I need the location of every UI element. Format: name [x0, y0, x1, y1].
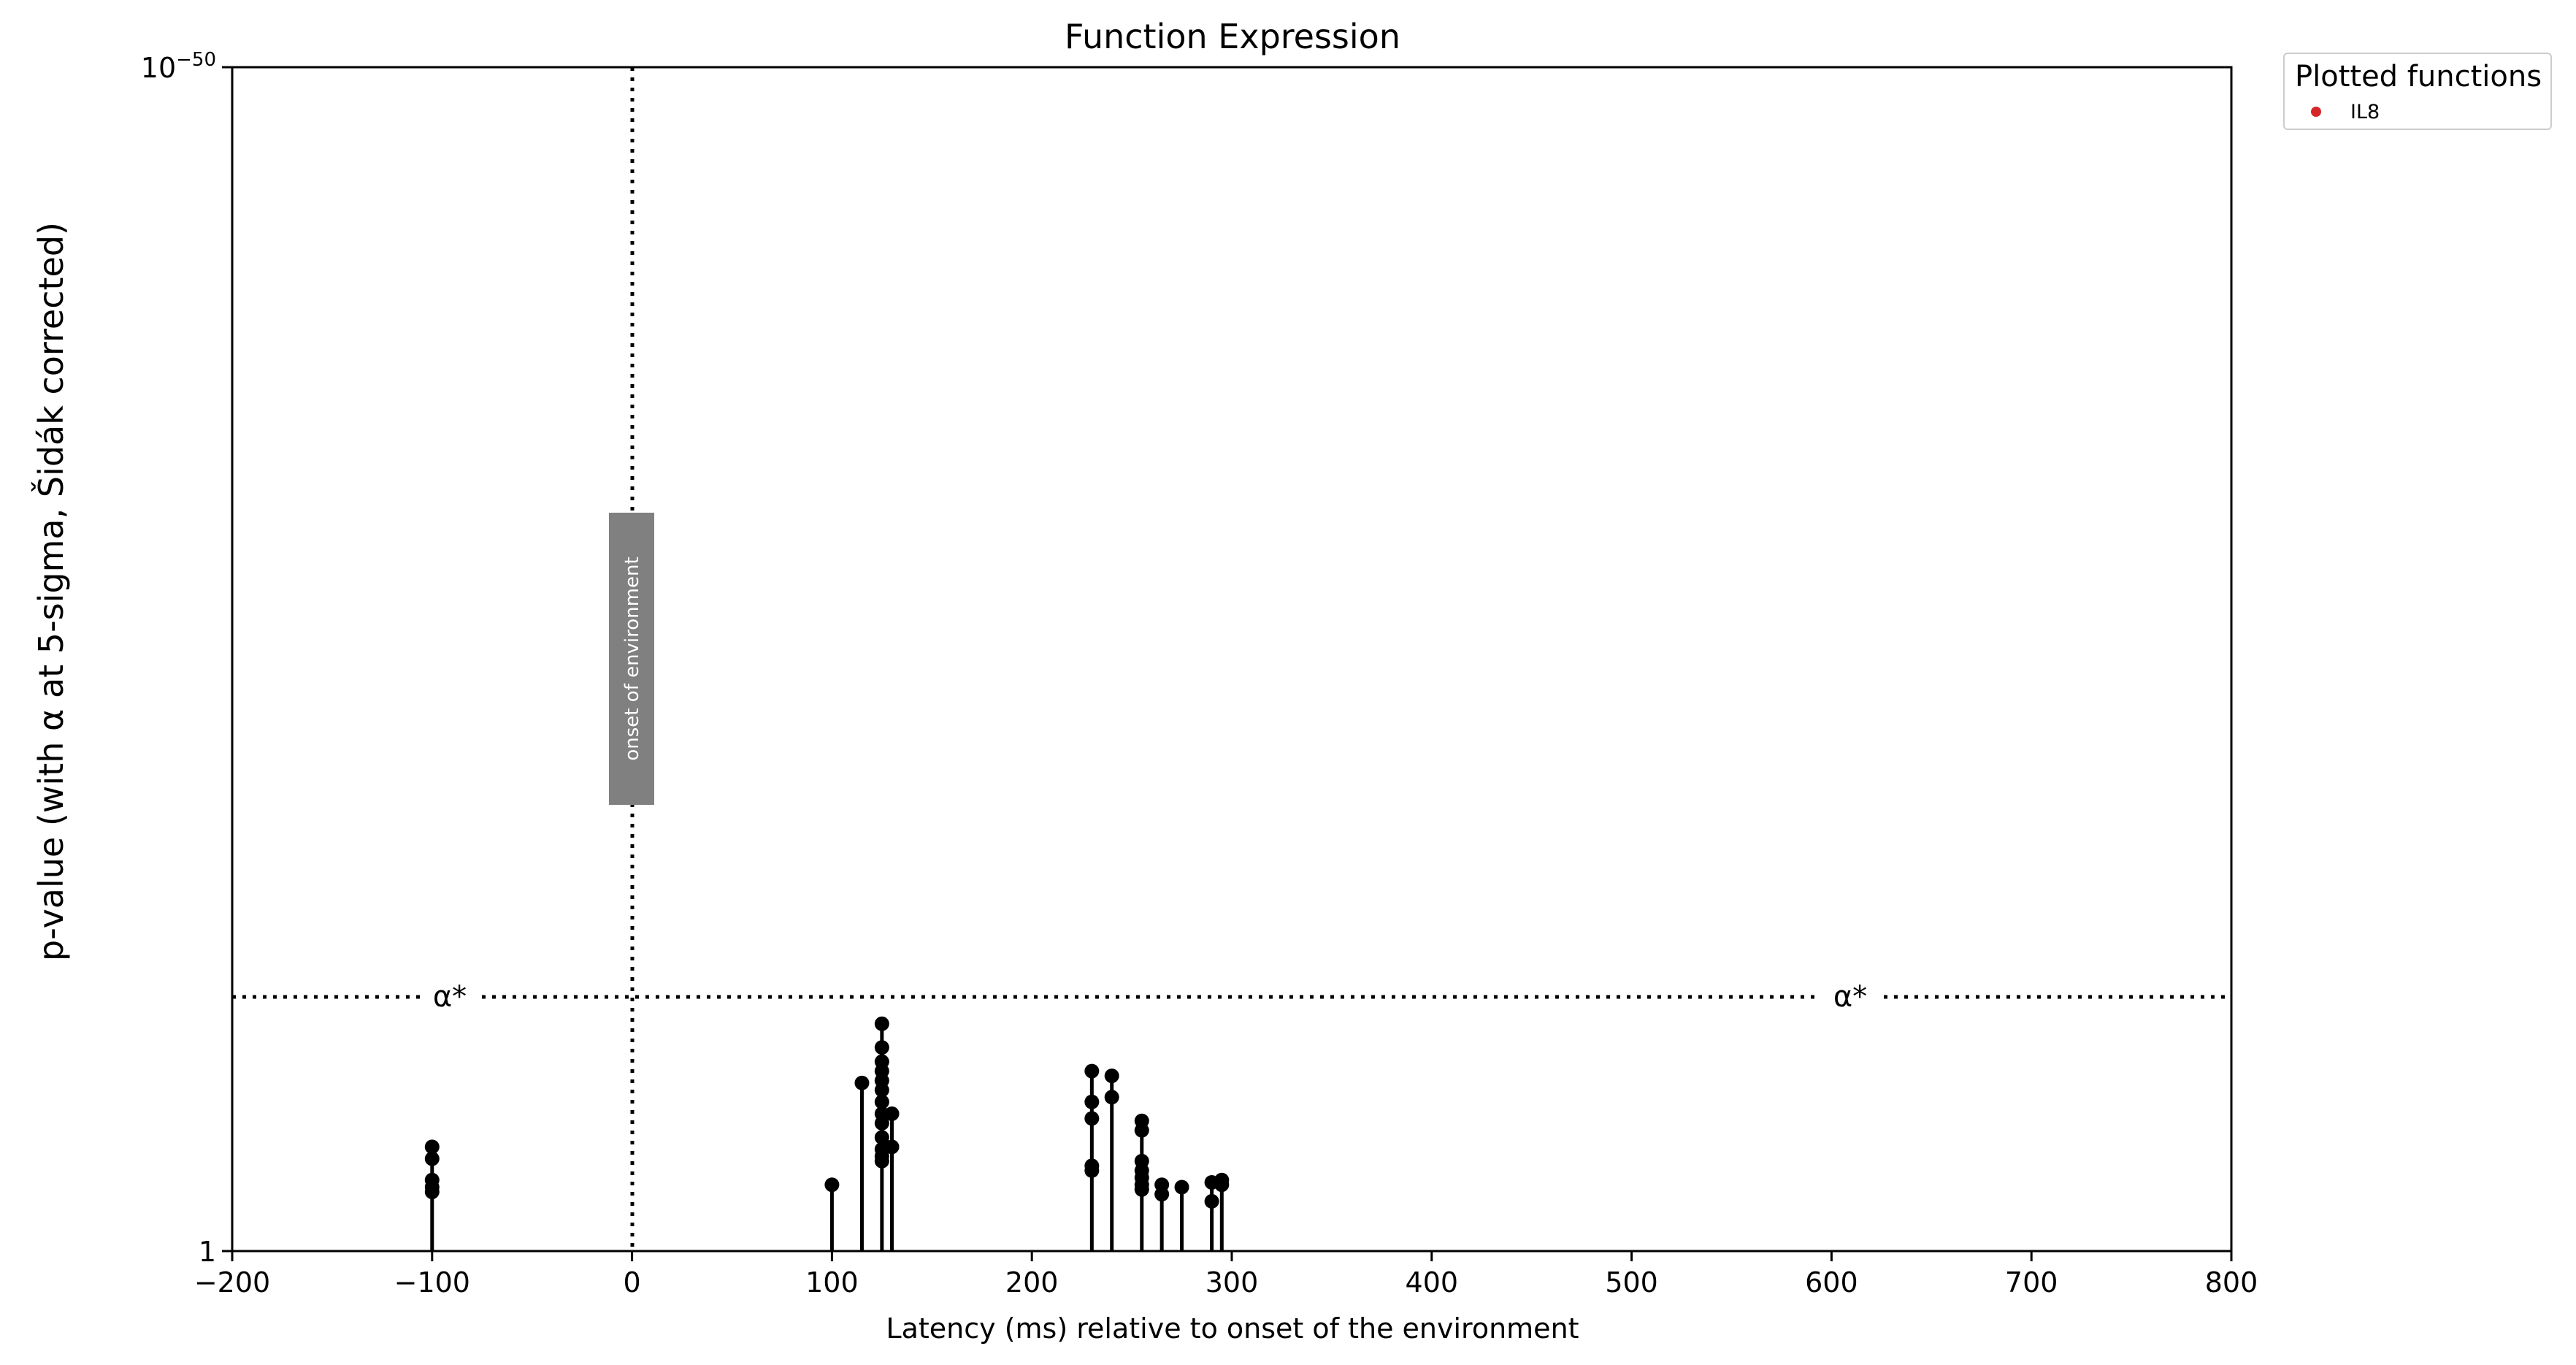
plot-frame: [231, 66, 2233, 1253]
data-point: [424, 1151, 440, 1166]
data-point: [824, 1177, 840, 1193]
data-point: [874, 1094, 889, 1109]
data-point: [424, 1184, 440, 1199]
y-tick-label-top: 10−50: [141, 49, 216, 84]
x-tick-label: 100: [805, 1266, 859, 1299]
legend-title: Plotted functions: [2295, 60, 2542, 93]
data-point: [874, 1016, 889, 1031]
legend-label-il8: IL8: [2350, 101, 2380, 123]
y-axis-label: p-value (with α at 5-sigma, Šidák correc…: [31, 222, 71, 961]
alpha-label-left: α*: [433, 980, 467, 1014]
x-tick-label: 300: [1205, 1266, 1259, 1299]
data-point: [1084, 1163, 1100, 1178]
x-tick-label: −200: [194, 1266, 270, 1299]
data-point: [424, 1139, 440, 1155]
x-tick-label: 0: [624, 1266, 641, 1299]
data-point: [874, 1082, 889, 1098]
data-point: [874, 1153, 889, 1169]
x-tick-label: 500: [1605, 1266, 1658, 1299]
data-point: [874, 1040, 889, 1055]
data-points-il8: [424, 1016, 1230, 1251]
data-point: [1174, 1179, 1189, 1195]
legend: Plotted functions IL8: [2283, 53, 2552, 130]
data-point: [1104, 1068, 1119, 1084]
data-point: [1134, 1182, 1149, 1197]
chart-title: Function Expression: [1065, 17, 1400, 56]
data-point: [1204, 1193, 1219, 1209]
x-axis-label: Latency (ms) relative to onset of the en…: [886, 1312, 1579, 1345]
onset-label-box: [609, 513, 654, 805]
data-point: [1084, 1094, 1100, 1109]
x-tick-label: 800: [2205, 1266, 2258, 1299]
x-tick-label: −100: [394, 1266, 470, 1299]
alpha-label-right: α*: [1833, 980, 1867, 1014]
data-point: [854, 1075, 870, 1090]
data-point: [1154, 1187, 1170, 1202]
data-point: [884, 1139, 900, 1155]
data-point: [1104, 1090, 1119, 1105]
x-tick-label: 400: [1406, 1266, 1459, 1299]
x-tick-label: 700: [2005, 1266, 2058, 1299]
x-tick-label: 200: [1005, 1266, 1059, 1299]
data-point: [874, 1130, 889, 1145]
data-point: [1214, 1177, 1230, 1193]
data-point: [874, 1115, 889, 1131]
data-point: [1084, 1063, 1100, 1079]
data-point: [1134, 1123, 1149, 1138]
onset-label: onset of environment: [621, 557, 643, 760]
x-tick-label: 600: [1805, 1266, 1858, 1299]
y-tick-label-bottom: 1: [199, 1236, 216, 1268]
data-point: [884, 1106, 900, 1121]
data-point: [1084, 1111, 1100, 1126]
x-axis-ticks: −200 −100 0 100 200 300 400 500 600 700 800: [194, 1251, 2258, 1299]
legend-marker-il8: [2311, 107, 2321, 117]
